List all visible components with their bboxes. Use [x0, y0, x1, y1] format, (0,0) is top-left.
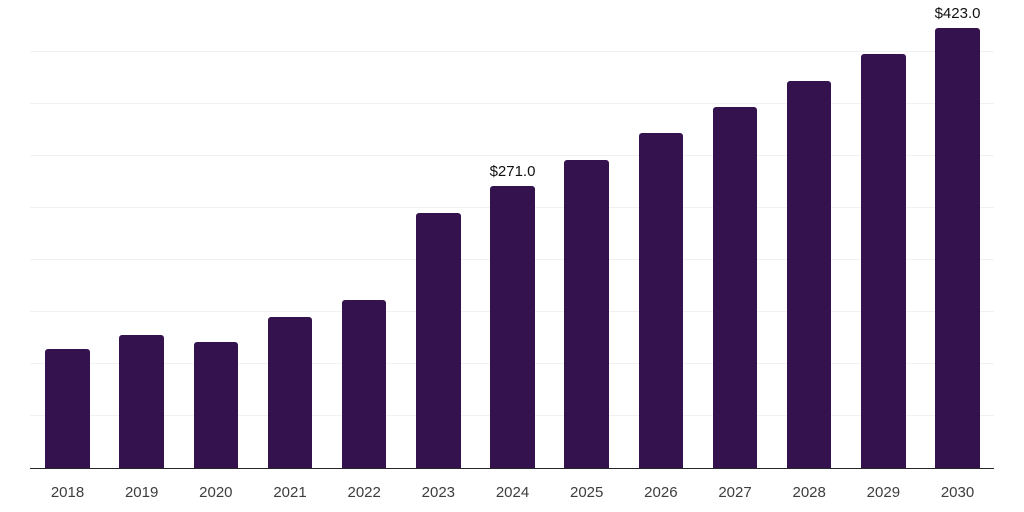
x-tick-label-2030: 2030 [940, 484, 975, 501]
x-tick-label-2029: 2029 [866, 484, 901, 501]
bar-2029 [861, 54, 906, 468]
gridline [30, 155, 994, 156]
x-tick-label-2023: 2023 [421, 484, 456, 501]
x-tick-label-2027: 2027 [718, 484, 752, 501]
value-label-2024: $271.0 [489, 163, 536, 181]
bar-2018 [45, 349, 90, 468]
bar-2021 [267, 317, 313, 468]
bar-2023 [416, 213, 461, 468]
bar-2022 [341, 299, 387, 468]
bar-2025 [564, 159, 609, 468]
gridline [30, 51, 994, 52]
x-tick-label-2028: 2028 [792, 484, 826, 501]
bar-2027 [712, 107, 758, 468]
x-tick-label-2018: 2018 [50, 484, 85, 501]
value-label-2030: $423.0 [934, 5, 981, 23]
x-tick-label-2020: 2020 [199, 484, 233, 501]
x-tick-label-2019: 2019 [124, 484, 159, 501]
x-tick-label-2022: 2022 [347, 484, 381, 501]
bar-2028 [786, 80, 832, 468]
x-tick-label-2021: 2021 [273, 484, 307, 501]
gridline [30, 103, 994, 104]
bar-2030 [935, 28, 980, 468]
bar-2020 [193, 342, 239, 468]
x-tick-label-2024: 2024 [495, 484, 530, 501]
bar-2026 [638, 133, 684, 468]
plot-area: $271.0 $423.0 [30, 1, 994, 469]
bar-2024 [490, 186, 535, 468]
x-tick-label-2026: 2026 [644, 484, 678, 501]
x-tick-label-2025: 2025 [570, 484, 604, 501]
bar-2019 [119, 334, 164, 468]
